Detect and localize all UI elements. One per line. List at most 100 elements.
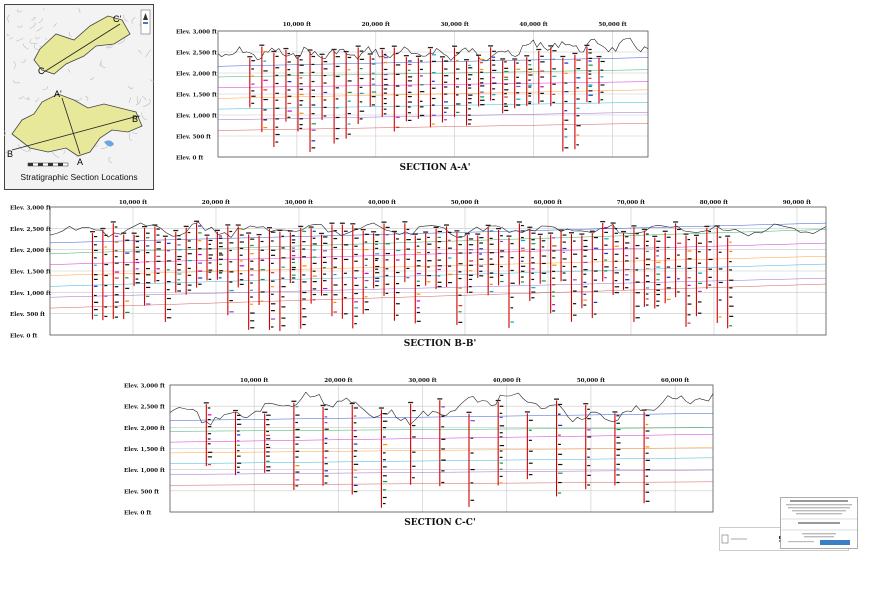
well-marker bbox=[395, 249, 401, 252]
well-marker bbox=[528, 439, 532, 441]
well-header bbox=[683, 233, 689, 235]
well-marker bbox=[666, 236, 671, 238]
well-header bbox=[350, 223, 356, 225]
well-marker bbox=[299, 64, 304, 66]
well-marker bbox=[427, 266, 430, 268]
well-marker bbox=[104, 253, 108, 256]
terrain-relief-line bbox=[53, 23, 57, 27]
well-marker bbox=[531, 243, 536, 245]
well-header bbox=[444, 224, 450, 226]
well-marker bbox=[666, 287, 671, 289]
well-marker bbox=[604, 266, 609, 268]
well-header bbox=[621, 230, 627, 233]
well-log bbox=[444, 224, 453, 288]
well-marker bbox=[492, 69, 497, 72]
well-marker bbox=[583, 304, 587, 306]
well-marker bbox=[354, 253, 358, 256]
distance-label: 20,000 ft bbox=[324, 378, 353, 384]
well-marker bbox=[187, 274, 192, 276]
well-marker bbox=[729, 261, 732, 263]
well-marker bbox=[114, 277, 119, 279]
section-title: SECTION A-A' bbox=[399, 163, 470, 173]
well-marker bbox=[312, 237, 316, 239]
well-marker bbox=[302, 274, 306, 276]
map-label-c-prime: C' bbox=[113, 14, 122, 24]
well-log bbox=[173, 229, 182, 293]
well-marker bbox=[718, 299, 722, 301]
well-marker bbox=[489, 272, 494, 274]
well-marker bbox=[576, 77, 581, 79]
well-header bbox=[641, 409, 647, 411]
well-header bbox=[583, 403, 589, 405]
well-marker bbox=[614, 253, 619, 255]
well-marker bbox=[583, 245, 588, 248]
well-marker bbox=[645, 414, 650, 417]
well-marker bbox=[480, 96, 485, 98]
well-marker bbox=[198, 262, 203, 264]
well-marker bbox=[187, 289, 192, 291]
elevation-label: Elev. 500 ft bbox=[176, 135, 212, 141]
well-marker bbox=[353, 436, 358, 438]
well-log bbox=[496, 228, 505, 286]
well-marker bbox=[324, 463, 328, 465]
well-marker bbox=[510, 257, 514, 259]
terrain-relief-line bbox=[9, 36, 14, 40]
well-marker bbox=[407, 106, 411, 108]
well-marker bbox=[281, 235, 284, 237]
terrain-relief-line bbox=[6, 33, 10, 36]
well-header bbox=[500, 58, 506, 60]
well-header bbox=[214, 229, 220, 232]
well-marker bbox=[531, 268, 535, 270]
well-marker bbox=[239, 260, 243, 262]
well-marker bbox=[335, 116, 340, 119]
terrain-relief-line bbox=[23, 43, 29, 50]
scale-bar-segment bbox=[58, 163, 63, 166]
well-marker bbox=[135, 258, 139, 261]
well-marker bbox=[448, 265, 452, 267]
well-marker bbox=[299, 124, 303, 126]
well-marker bbox=[260, 269, 265, 271]
well-marker bbox=[593, 270, 598, 272]
well-marker bbox=[552, 284, 556, 286]
horizon-line bbox=[169, 457, 714, 464]
well-marker bbox=[614, 280, 618, 282]
terrain-relief-line bbox=[108, 156, 113, 164]
well-marker bbox=[614, 228, 618, 230]
well-log bbox=[246, 232, 255, 330]
well-log bbox=[259, 44, 268, 133]
well-marker bbox=[146, 286, 151, 289]
well-log bbox=[256, 233, 265, 306]
well-log bbox=[568, 232, 578, 322]
well-marker bbox=[531, 291, 536, 293]
well-header bbox=[412, 233, 418, 235]
well-marker bbox=[441, 481, 445, 484]
well-marker bbox=[499, 475, 503, 478]
well-log bbox=[355, 45, 365, 124]
well-marker bbox=[588, 52, 592, 54]
well-marker bbox=[458, 311, 462, 313]
map-label-a: A bbox=[77, 157, 84, 167]
well-marker bbox=[333, 266, 337, 268]
well-marker bbox=[385, 283, 390, 285]
well-marker bbox=[324, 457, 328, 459]
well-marker bbox=[250, 253, 254, 255]
section-a-to-aprime: Elev. 3,000 ft Elev. 2,500 ft Elev. 2,000 … bbox=[176, 22, 649, 173]
well-marker bbox=[441, 438, 446, 440]
well-marker bbox=[347, 69, 351, 71]
well-marker bbox=[540, 55, 544, 57]
well-log bbox=[319, 53, 328, 120]
well-marker bbox=[583, 239, 588, 242]
well-marker bbox=[528, 429, 532, 431]
well-marker bbox=[468, 249, 474, 251]
well-marker bbox=[177, 235, 181, 237]
well-marker bbox=[177, 273, 182, 275]
well-marker bbox=[236, 462, 242, 464]
well-marker bbox=[383, 92, 387, 94]
well-marker bbox=[531, 257, 534, 259]
well-marker bbox=[302, 316, 307, 318]
well-marker bbox=[239, 234, 244, 236]
well-marker bbox=[250, 274, 254, 276]
well-marker bbox=[552, 250, 556, 252]
well-marker bbox=[588, 60, 592, 62]
well-marker bbox=[311, 113, 315, 115]
